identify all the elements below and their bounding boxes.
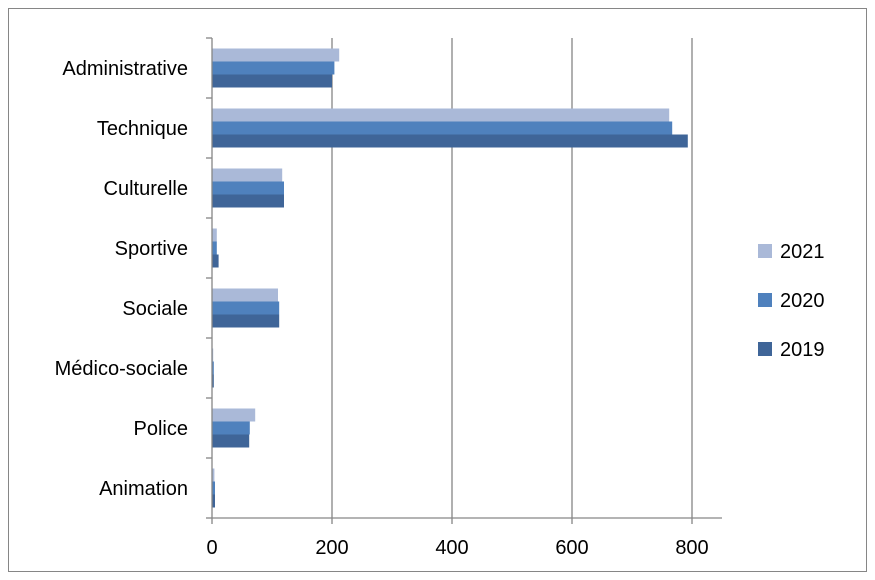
category-labels: Animation Police Médico-sociale Sociale Spor… [55, 58, 188, 500]
category-label: Culturelle [104, 178, 188, 200]
category-label: Technique [97, 118, 188, 140]
bar-2020-technique [212, 121, 673, 135]
legend-label: 2020 [780, 290, 825, 312]
bars [212, 48, 688, 508]
bar-2020-culturelle [212, 181, 284, 195]
bar-2019-administrative [212, 74, 332, 88]
bar-2020-animation [212, 481, 215, 495]
bar-2020-police [212, 421, 250, 435]
category-label: Animation [99, 478, 188, 500]
bar-2019-médico-sociale [212, 374, 214, 388]
bar-2019-sportive [212, 254, 219, 268]
legend-swatch-2019 [758, 342, 772, 356]
bar-2021-animation [212, 468, 215, 482]
category-label: Administrative [62, 58, 188, 80]
bar-2020-sociale [212, 301, 280, 315]
bar-2019-culturelle [212, 194, 284, 208]
legend-label: 2019 [780, 339, 825, 361]
category-label: Police [134, 418, 188, 440]
bar-2021-sociale [212, 288, 278, 302]
bar-2021-sportive [212, 228, 217, 242]
bar-2020-administrative [212, 61, 335, 75]
bar-2020-médico-sociale [212, 361, 214, 375]
bar-2019-animation [212, 494, 215, 508]
category-label: Sociale [122, 298, 188, 320]
x-tick-label: 0 [206, 537, 217, 559]
x-tick-label: 600 [555, 537, 588, 559]
bar-2021-culturelle [212, 168, 283, 182]
bar-2020-sportive [212, 241, 217, 255]
category-label: Médico-sociale [55, 358, 188, 380]
legend-swatch-2020 [758, 293, 772, 307]
legend-swatch-2021 [758, 244, 772, 258]
legend-label: 2021 [780, 241, 825, 263]
axes [206, 37, 722, 524]
bar-2021-technique [212, 108, 670, 122]
bar-2019-technique [212, 134, 688, 148]
legend: 2021 2020 2019 [758, 241, 825, 361]
bar-2021-police [212, 408, 256, 422]
bar-2021-administrative [212, 48, 340, 62]
tick-labels: 0 200 400 600 800 [206, 537, 708, 559]
bar-2019-sociale [212, 314, 280, 328]
x-tick-label: 400 [435, 537, 468, 559]
category-label: Sportive [115, 238, 188, 260]
x-tick-label: 200 [315, 537, 348, 559]
bar-2019-police [212, 434, 250, 448]
x-tick-label: 800 [675, 537, 708, 559]
chart-frame [8, 8, 867, 572]
